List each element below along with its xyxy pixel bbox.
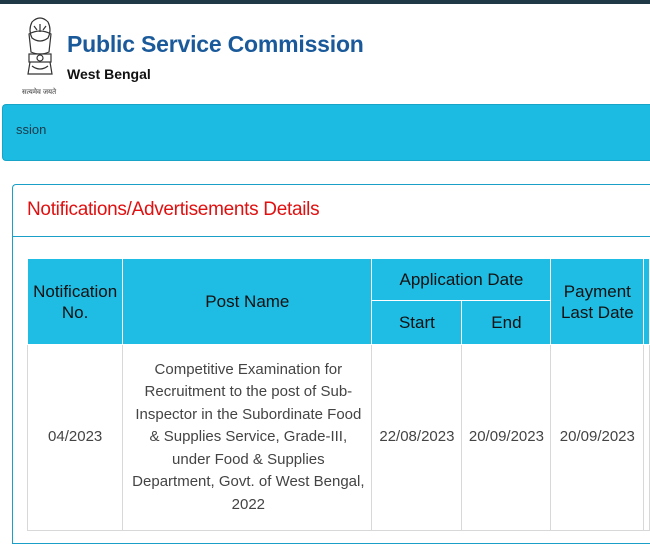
notifications-table: Notification No. Post Name Application D… [26, 258, 650, 531]
start-date: 22/08/2023 [371, 344, 463, 531]
nav-bar: ssion [2, 104, 650, 161]
table-row: 04/2023 Competitive Examination for Recr… [26, 344, 650, 531]
header-application-date: Application Date [371, 258, 552, 301]
payment-last-date: 20/09/2023 [550, 344, 645, 531]
header-notification-no: Notification No. [26, 258, 124, 345]
header-post-name: Post Name [122, 258, 373, 345]
panel-title: Notifications/Advertisements Details [27, 199, 320, 220]
end-date: 20/09/2023 [461, 344, 552, 531]
post-name: Competitive Examination for Recruitment … [122, 344, 373, 531]
header-cell-cut [643, 258, 650, 345]
header-end: End [461, 300, 552, 345]
row-cell-cut [643, 344, 650, 531]
panel-header: Notifications/Advertisements Details [13, 185, 650, 237]
emblem-caption: सत्यमेव जयते [22, 89, 57, 96]
top-bar [0, 0, 650, 4]
header-start: Start [371, 300, 463, 345]
state-emblem-icon [27, 17, 53, 75]
notification-no: 04/2023 [26, 344, 124, 531]
site-header: Public Service Commission West Bengal सत… [0, 4, 650, 104]
site-title: Public Service Commission [67, 31, 364, 57]
nav-item[interactable]: ssion [16, 122, 47, 137]
header-payment-last-date: Payment Last Date [550, 258, 645, 345]
site-subtitle: West Bengal [67, 66, 151, 82]
